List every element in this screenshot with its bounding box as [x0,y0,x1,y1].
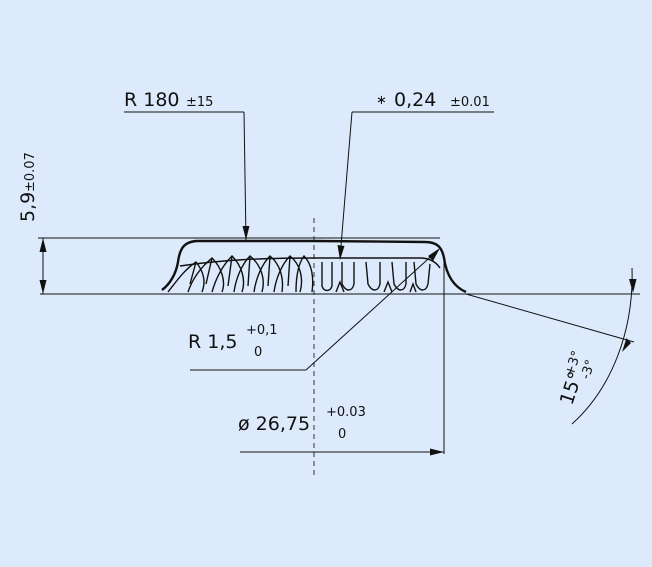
cap-profile-outline [161,239,467,294]
svg-text:±15: ±15 [186,95,213,110]
cap-skirt-inner-line [179,257,441,269]
svg-text:±0.01: ±0.01 [450,95,490,110]
svg-text:-3°: -3° [578,358,598,381]
svg-text:R 1,5: R 1,5 [188,331,237,353]
crimp-flutes-right [321,261,431,293]
diameter-label: ø 26,75 +0.03 0 [238,405,366,442]
angle-dimension [465,267,637,425]
svg-text:+0,1: +0,1 [246,323,278,338]
fillet-leader [190,248,440,371]
svg-text:5,9: 5,9 [17,192,39,222]
height-label: 5,9 ±0.07 [17,152,39,222]
radius-label: R 180 ±15 [124,89,213,111]
thickness-label: ∗ 0,24 ±0.01 [376,89,490,111]
svg-text:±0.07: ±0.07 [23,152,38,192]
fillet-label: R 1,5 +0,1 0 [188,323,278,360]
diameter-dimension-line [240,262,445,456]
svg-text:ø 26,75: ø 26,75 [238,413,310,435]
svg-text:∗: ∗ [376,93,387,108]
svg-text:0: 0 [338,427,346,442]
thickness-leader [337,111,494,260]
svg-text:R 180: R 180 [124,89,180,111]
radius-leader [124,111,250,241]
svg-text:+0.03: +0.03 [326,405,366,420]
svg-text:0,24: 0,24 [394,89,436,111]
svg-text:0: 0 [254,345,262,360]
crimp-flutes-left [167,254,314,293]
height-dimension-line [39,238,47,294]
